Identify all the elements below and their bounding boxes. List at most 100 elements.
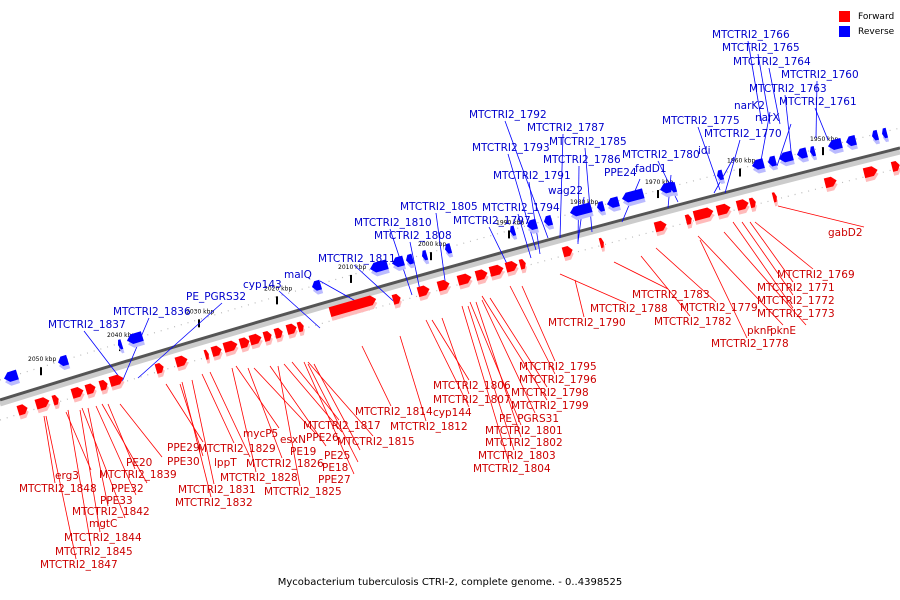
gene-body [570, 202, 593, 217]
gene-body [391, 293, 401, 305]
gene-body [222, 340, 238, 353]
forward-gene-label: MTCTRI2_1806 [433, 380, 511, 392]
forward-leader-line [45, 415, 77, 560]
gene-body [262, 330, 272, 342]
forward-leader-line [81, 407, 126, 519]
gene-body [510, 225, 517, 236]
reverse-leader-line [559, 133, 564, 239]
tick-label: 2030 kbp [186, 308, 214, 315]
forward-gene [735, 199, 750, 215]
gene-body [174, 355, 188, 368]
forward-gene-label: MTCTRI2_1844 [64, 532, 142, 544]
forward-leader-line [307, 361, 374, 437]
gene-body [797, 147, 808, 159]
reverse-gene-label: MTCTRI2_1811 [318, 253, 396, 265]
reverse-leader-line [504, 120, 549, 239]
forward-gene [684, 214, 693, 229]
reverse-leader-line [528, 181, 541, 255]
reverse-gene [118, 339, 125, 354]
gene-body [768, 155, 777, 167]
forward-gene [416, 285, 431, 301]
reverse-gene [4, 369, 21, 386]
forward-leader-line [640, 255, 691, 317]
reverse-gene-label: MTCTRI2_1794 [482, 202, 560, 214]
tick-label: 2040 kbp [107, 332, 135, 339]
gene-body [422, 249, 429, 261]
gene-body [296, 321, 304, 333]
forward-gene-label: MTCTRI2_1817 [303, 420, 381, 432]
gene-body [779, 150, 794, 163]
forward-gene [456, 273, 473, 290]
reverse-gene [768, 155, 778, 171]
gene-body [488, 264, 504, 277]
gene-body [518, 258, 526, 270]
forward-leader-line [461, 305, 510, 464]
forward-leader-line [399, 335, 427, 422]
forward-gene-label: MTCTRI2_1790 [548, 317, 626, 329]
gene-body [846, 134, 857, 147]
reverse-gene-label: MTCTRI2_1836 [113, 306, 191, 318]
forward-leader-line [741, 221, 794, 296]
forward-leader-line [277, 365, 301, 487]
forward-gene-label: MTCTRI2_1839 [99, 469, 177, 481]
reverse-gene-label: MTCTRI2_1787 [527, 122, 605, 134]
forward-gene [210, 345, 223, 361]
reverse-leader-line [435, 212, 447, 289]
reverse-leader-line [353, 264, 401, 308]
forward-gene [748, 197, 757, 213]
forward-leader-line [313, 363, 361, 451]
forward-leader-line [521, 285, 556, 362]
forward-gene [391, 293, 402, 309]
forward-gene-label: mycP5 [243, 428, 278, 440]
forward-gene-label: PPE32 [111, 483, 144, 495]
reverse-leader-line [697, 126, 721, 191]
reverse-gene [670, 181, 679, 197]
forward-gene [598, 237, 605, 252]
forward-leader-line [361, 345, 392, 407]
genome-caption: Mycobacterium tuberculosis CTRI-2, compl… [277, 577, 623, 588]
forward-gene [203, 349, 210, 364]
forward-leader-line [754, 221, 814, 270]
gene-body [504, 261, 518, 273]
forward-gene-label: MTCTRI2_1812 [390, 421, 468, 433]
forward-gene-label: erg3 [55, 470, 79, 482]
forward-gene-label: MTCTRI2_1845 [55, 546, 133, 558]
gene-body [872, 129, 880, 141]
gene-body [58, 354, 70, 367]
reverse-gene-label: PE_PGRS32 [186, 291, 246, 303]
gene-body [416, 285, 430, 298]
forward-gene-label: PPE29 [167, 442, 200, 454]
reverse-gene-label: fadD1 [635, 163, 667, 175]
forward-gene-label: MTCTRI2_1828 [220, 472, 298, 484]
gene-body [715, 203, 731, 216]
gene-body [285, 323, 297, 335]
forward-gene-label: MTCTRI2_1772 [757, 295, 835, 307]
forward-leader-line [209, 371, 251, 458]
forward-gene-label: MTCTRI2_1807 [433, 394, 511, 406]
reverse-gene-label: cyp143 [243, 279, 282, 291]
reverse-swatch [839, 26, 850, 37]
tick-label: 2010 kbp [338, 264, 366, 271]
reverse-gene-label: MTCTRI2_1764 [733, 56, 811, 68]
forward-gene [238, 337, 251, 353]
gene-body [210, 345, 222, 357]
forward-gene [296, 321, 305, 337]
forward-leader-line [723, 231, 807, 326]
forward-gene-label: PE18 [322, 462, 348, 474]
forward-leader-line [165, 383, 204, 443]
forward-gene-label: MTCTRI2_1831 [178, 484, 256, 496]
forward-leader-line [481, 299, 536, 414]
forward-gene [34, 397, 51, 414]
reverse-leader-line [137, 302, 223, 379]
gene-body [544, 214, 554, 226]
forward-gene [16, 404, 29, 420]
reverse-leader-line [584, 147, 593, 233]
forward-gene [474, 269, 489, 285]
tick-label: 1970 kbp [645, 179, 673, 186]
tick-label: 1980 kbp [570, 199, 598, 206]
forward-gene-label: MTCTRI2_1783 [632, 289, 710, 301]
reverse-leader-line [278, 290, 321, 329]
reverse-gene [406, 253, 416, 269]
reverse-leader-line [768, 67, 781, 125]
